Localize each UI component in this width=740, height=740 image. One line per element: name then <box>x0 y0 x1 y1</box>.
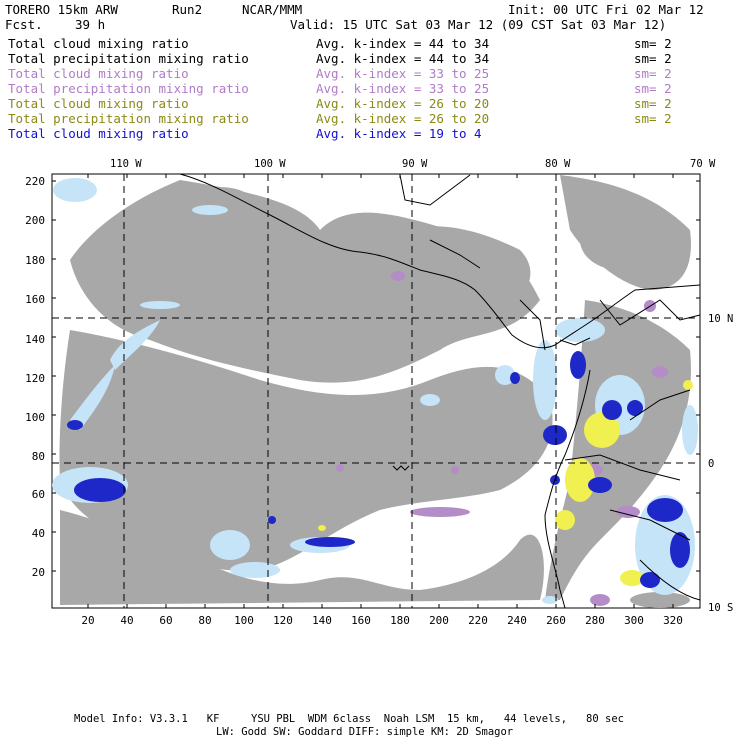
field-smoothing: sm= 2 <box>634 66 672 81</box>
x-tick-label: 180 <box>390 614 410 627</box>
field-range: Avg. k-index = 44 to 34 <box>316 36 490 51</box>
field-name: Total precipitation mixing ratio <box>8 111 249 126</box>
dark-blue-field <box>67 351 690 588</box>
lon-label: 70 W <box>690 158 716 170</box>
x-tick-label: 280 <box>585 614 605 627</box>
x-tick-label: 140 <box>312 614 332 627</box>
field-range: Avg. k-index = 44 to 34 <box>316 51 490 66</box>
y-tick-label: 180 <box>25 254 45 267</box>
y-axis-labels: 220 200 180 160 140 120 100 80 60 40 20 <box>25 175 45 579</box>
model-title: TORERO 15km ARW <box>5 2 118 17</box>
lat-label: 10 N <box>708 313 733 325</box>
axis-ticks <box>52 174 700 608</box>
physics-info: LW: Godd SW: Goddard DIFF: simple KM: 2D… <box>216 726 514 738</box>
forecast-label: Fcst. <box>5 17 43 32</box>
x-tick-label: 300 <box>624 614 644 627</box>
yellow-field <box>318 380 693 586</box>
x-tick-label: 80 <box>198 614 211 627</box>
lon-label: 110 W <box>110 158 142 170</box>
lat-label: 0 <box>708 458 714 470</box>
x-tick-label: 40 <box>120 614 133 627</box>
forecast-hour: 39 h <box>75 17 106 32</box>
y-tick-label: 100 <box>25 411 45 424</box>
coastlines <box>179 173 701 609</box>
lon-label: 80 W <box>545 158 571 170</box>
field-name: Total cloud mixing ratio <box>8 96 189 111</box>
field-name: Total cloud mixing ratio <box>8 36 189 51</box>
field-smoothing: sm= 2 <box>634 51 672 66</box>
field-range: Avg. k-index = 26 to 20 <box>316 96 490 111</box>
latlon-grid <box>52 174 700 608</box>
field-name: Total precipitation mixing ratio <box>8 51 249 66</box>
y-tick-label: 140 <box>25 333 45 346</box>
y-tick-label: 160 <box>25 293 45 306</box>
x-tick-label: 20 <box>81 614 94 627</box>
x-tick-label: 220 <box>468 614 488 627</box>
x-tick-label: 240 <box>507 614 527 627</box>
x-tick-label: 120 <box>273 614 293 627</box>
y-tick-label: 40 <box>32 527 45 540</box>
lon-label: 100 W <box>254 158 286 170</box>
field-name: Total cloud mixing ratio <box>8 126 189 141</box>
x-tick-label: 260 <box>546 614 566 627</box>
field-smoothing: sm= 2 <box>634 111 672 126</box>
x-tick-label: 60 <box>159 614 172 627</box>
model-info: Model Info: V3.3.1 KF YSU PBL WDM 6class… <box>74 713 624 725</box>
field-name: Total cloud mixing ratio <box>8 66 189 81</box>
lat-label: 10 S <box>708 602 733 614</box>
x-tick-label: 100 <box>234 614 254 627</box>
y-tick-label: 120 <box>25 372 45 385</box>
field-range: Avg. k-index = 33 to 25 <box>316 81 490 96</box>
x-axis-labels: 20 40 60 80 100 120 140 160 180 200 220 … <box>81 614 683 627</box>
x-tick-label: 160 <box>351 614 371 627</box>
init-time: Init: 00 UTC Fri 02 Mar 12 <box>508 2 704 17</box>
field-smoothing: sm= 2 <box>634 36 672 51</box>
field-range: Avg. k-index = 33 to 25 <box>316 66 490 81</box>
field-smoothing: sm= 2 <box>634 96 672 111</box>
org-label: NCAR/MMM <box>242 2 303 17</box>
y-tick-label: 60 <box>32 488 45 501</box>
lon-label: 90 W <box>402 158 428 170</box>
y-tick-label: 200 <box>25 214 45 227</box>
field-range: Avg. k-index = 19 to 4 <box>316 126 482 141</box>
x-tick-label: 200 <box>429 614 449 627</box>
y-tick-label: 80 <box>32 450 45 463</box>
field-smoothing: sm= 2 <box>634 81 672 96</box>
x-tick-label: 320 <box>663 614 683 627</box>
y-tick-label: 20 <box>32 566 45 579</box>
field-range: Avg. k-index = 26 to 20 <box>316 111 490 126</box>
run-label: Run2 <box>172 2 203 17</box>
y-tick-label: 220 <box>25 175 45 188</box>
field-name: Total precipitation mixing ratio <box>8 81 249 96</box>
valid-time: Valid: 15 UTC Sat 03 Mar 12 (09 CST Sat … <box>290 17 667 32</box>
